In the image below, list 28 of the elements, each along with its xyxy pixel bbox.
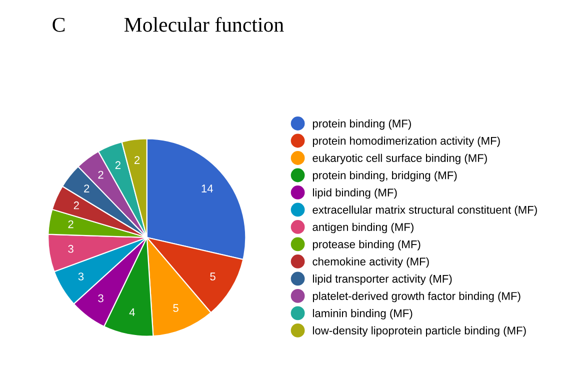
text: C [52,18,65,32]
data-label: 2 [98,170,104,179]
legend-label: protein homodimerization activity (MF) [312,136,500,147]
data-label: 2 [115,161,120,169]
data-label: 5 [173,304,178,312]
data-label: 5 [210,272,216,280]
legend-label: low-density lipoprotein particle binding (MF) [312,326,526,337]
legend-label: laminin binding (MF) [312,309,412,320]
legend-label: lipid transporter activity (MF) [312,274,452,285]
chart-title: Molecular function [124,16,284,32]
legend-label: platelet-derived growth factor binding (MF) [312,292,520,302]
legend-label: eukaryotic cell surface binding (MF) [312,154,487,164]
legend-label: protease binding (MF) [312,240,420,250]
data-label: 3 [78,272,84,280]
legend-label: protein binding, bridging (MF) [312,171,457,182]
data-label: 4 [129,308,135,316]
legend-label: chemokine activity (MF) [312,257,429,268]
data-label: 14 [202,184,213,192]
data-label: 2 [134,156,140,164]
data-label: 2 [68,220,74,228]
legend-label: extracellular matrix structural constituent (MF) [312,206,537,216]
legend-label: protein binding (MF) [312,119,411,130]
data-label: 2 [74,201,79,210]
legend-label: lipid binding (MF) [312,188,397,199]
data-label: 3 [68,244,74,253]
data-label: 2 [84,184,90,192]
legend-label: antigen binding (MF) [312,222,414,234]
data-label: 3 [98,294,104,302]
